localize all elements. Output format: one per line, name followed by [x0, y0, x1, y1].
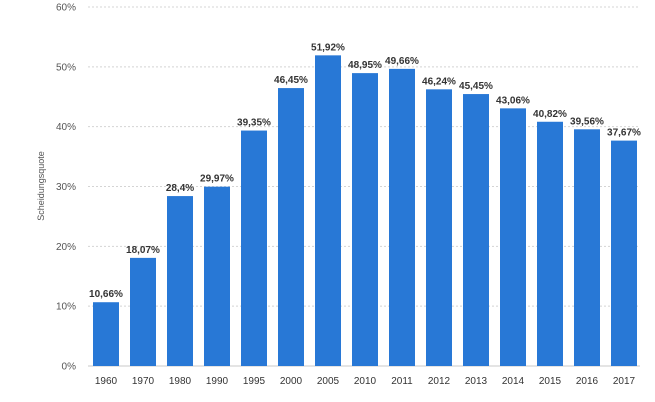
- bar-2000[interactable]: [278, 88, 304, 367]
- data-label-2014: 43,06%: [496, 95, 530, 106]
- x-tick-label: 2016: [576, 376, 599, 387]
- data-label-2005: 51,92%: [311, 42, 345, 53]
- y-axis-title: Scheidungsquote: [36, 151, 46, 221]
- data-label-1990: 29,97%: [200, 174, 234, 185]
- bar-2012[interactable]: [426, 89, 452, 367]
- y-tick-label: 60%: [56, 3, 76, 14]
- bar-2015[interactable]: [537, 121, 563, 366]
- data-label-2017: 37,67%: [607, 128, 641, 139]
- y-tick-label: 10%: [56, 302, 76, 313]
- data-label-1980: 28,4%: [166, 183, 194, 194]
- bar-2013[interactable]: [463, 94, 489, 367]
- data-label-2000: 46,45%: [274, 75, 308, 86]
- x-tick-label: 2010: [354, 376, 377, 387]
- y-tick-label: 0%: [62, 362, 77, 373]
- bar-2010[interactable]: [352, 73, 378, 366]
- x-tick-label: 2000: [280, 376, 303, 387]
- x-tick-label: 2013: [465, 376, 488, 387]
- y-tick-label: 20%: [56, 242, 76, 253]
- data-label-1970: 18,07%: [126, 245, 160, 256]
- data-label-2015: 40,82%: [533, 109, 567, 120]
- data-label-2012: 46,24%: [422, 76, 456, 87]
- bar-2014[interactable]: [500, 108, 526, 366]
- x-tick-label: 1990: [206, 376, 229, 387]
- x-tick-label: 1970: [132, 376, 155, 387]
- data-label-2016: 39,56%: [570, 116, 604, 127]
- label-layer: 10,66% 18,07% 28,4% 29,97% 39,35% 46,45% 51,92…: [89, 42, 641, 300]
- data-label-1995: 39,35%: [237, 118, 271, 129]
- y-tick-label: 40%: [56, 122, 76, 133]
- y-axis: 0% 10% 20% 30% 40% 50% 60%: [56, 3, 76, 373]
- x-axis: 1960 1970 1980 1990 1995 2000 2005 2010 2011 2012…: [95, 376, 636, 387]
- y-tick-label: 30%: [56, 182, 76, 193]
- data-label-2011: 49,66%: [385, 56, 419, 67]
- x-tick-label: 1980: [169, 376, 192, 387]
- bar-2011[interactable]: [389, 68, 415, 366]
- bar-layer: [93, 55, 637, 367]
- x-tick-label: 2012: [428, 376, 451, 387]
- data-label-1960: 10,66%: [89, 289, 123, 300]
- data-label-2013: 45,45%: [459, 81, 493, 92]
- x-tick-label: 2015: [539, 376, 562, 387]
- x-tick-label: 2014: [502, 376, 525, 387]
- bar-1960[interactable]: [93, 302, 119, 366]
- y-tick-label: 50%: [56, 62, 76, 73]
- x-tick-label: 1960: [95, 376, 118, 387]
- bar-2016[interactable]: [574, 129, 600, 366]
- bar-1990[interactable]: [204, 186, 230, 366]
- bar-1980[interactable]: [167, 196, 193, 366]
- x-tick-label: 1995: [243, 376, 266, 387]
- data-label-2010: 48,95%: [348, 60, 382, 71]
- bar-1995[interactable]: [241, 130, 267, 366]
- bar-1970[interactable]: [130, 257, 156, 366]
- bar-2017[interactable]: [611, 140, 637, 366]
- bar-2005[interactable]: [315, 55, 341, 366]
- x-tick-label: 2005: [317, 376, 340, 387]
- x-tick-label: 2011: [391, 376, 413, 387]
- x-tick-label: 2017: [613, 376, 636, 387]
